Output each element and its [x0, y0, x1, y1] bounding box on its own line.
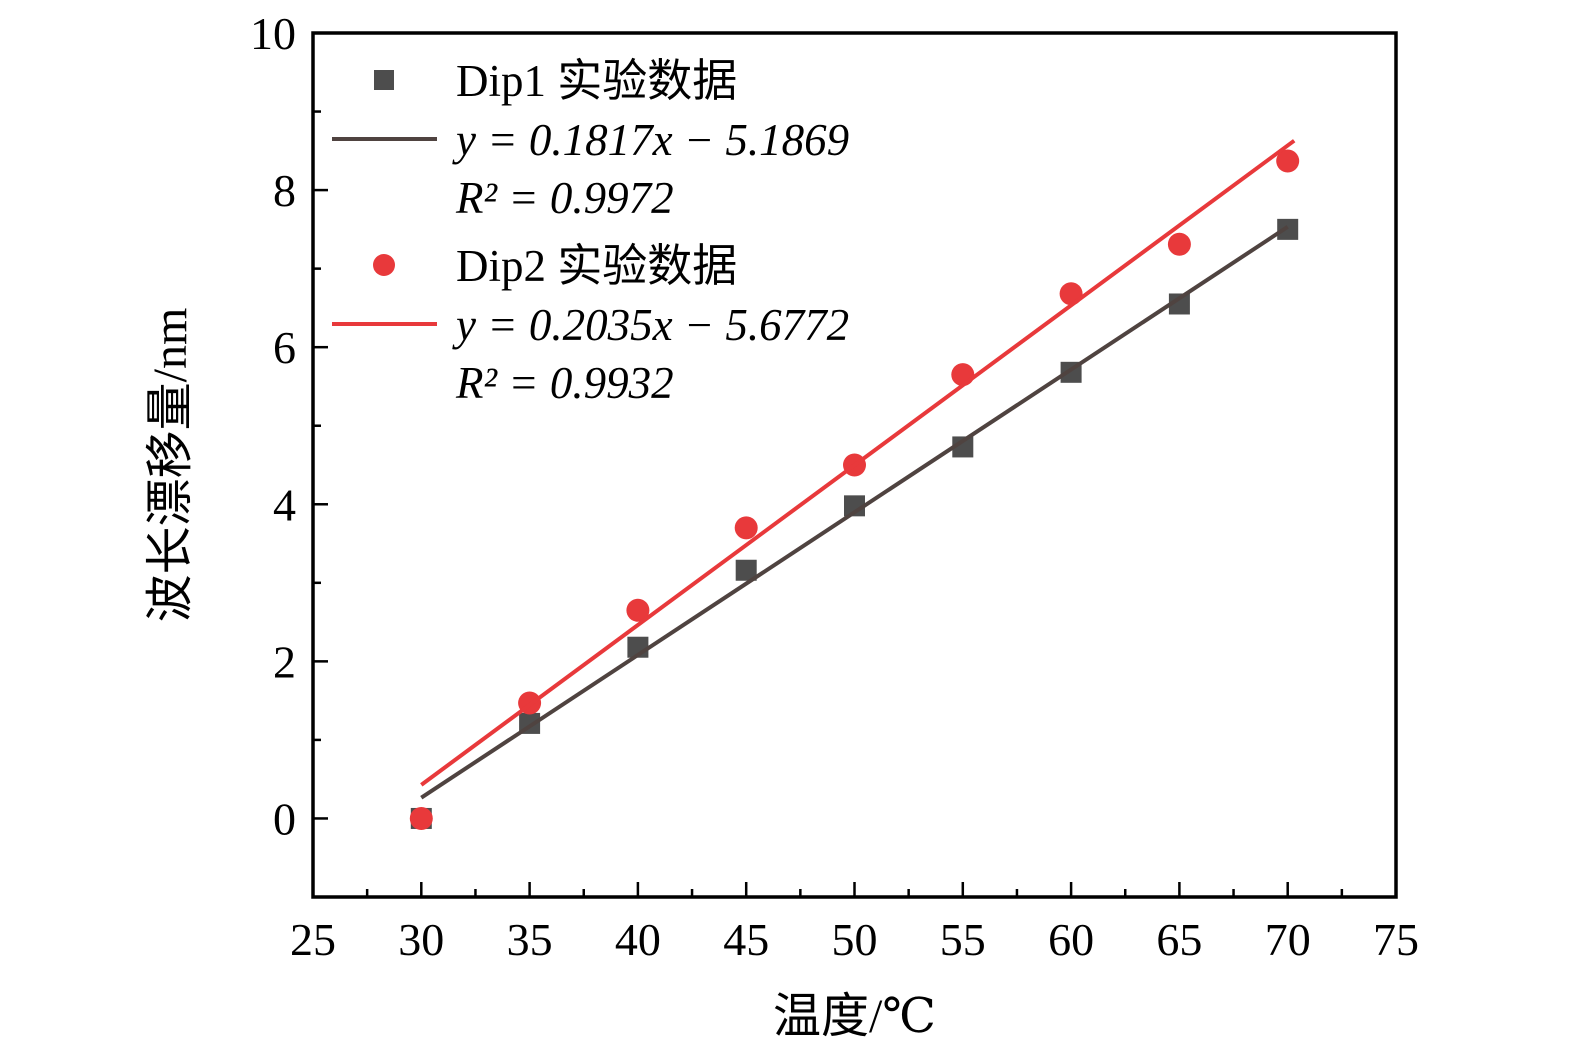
dip2-fit-line: [420, 139, 1296, 787]
legend-label: Dip1 实验数据: [456, 56, 737, 106]
y-axis-tick-label: 2: [273, 636, 296, 687]
dip2-point: [626, 598, 650, 622]
dip1-fit-line: [420, 225, 1289, 800]
y-axis-title: 波长漂移量/nm: [144, 308, 197, 623]
legend-square-marker: [374, 70, 394, 90]
x-axis-title: 温度/℃: [773, 990, 936, 1043]
dip1-point: [1277, 218, 1299, 240]
dip2-point: [1276, 149, 1300, 173]
x-axis-tick-label: 70: [1265, 914, 1311, 965]
y-axis-tick-label: 6: [273, 322, 296, 373]
legend-label: Dip2 实验数据: [456, 241, 737, 291]
x-axis-tick-label: 45: [723, 914, 769, 965]
x-axis-tick-label: 50: [832, 914, 878, 965]
x-axis-tick-label: 35: [507, 914, 553, 965]
y-axis-tick-label: 10: [250, 8, 296, 59]
dip2-point: [734, 516, 758, 540]
dip1-point: [952, 436, 974, 458]
legend-label: R² = 0.9932: [455, 358, 674, 408]
legend-label: y = 0.2035x − 5.6772: [452, 300, 849, 350]
y-axis-tick-label: 0: [273, 793, 296, 844]
dip2-point: [951, 363, 975, 387]
x-axis-tick-label: 60: [1048, 914, 1094, 965]
y-axis-tick-label: 4: [273, 479, 296, 530]
x-axis-tick-label: 40: [615, 914, 661, 965]
y-axis-tick-label: 8: [273, 165, 296, 216]
x-axis-tick-label: 30: [398, 914, 444, 965]
legend-label: y = 0.1817x − 5.1869: [452, 115, 849, 165]
dip2-point: [1167, 232, 1191, 256]
x-axis-tick-label: 55: [940, 914, 986, 965]
dip2-point: [409, 806, 433, 830]
x-axis-tick-label: 75: [1373, 914, 1419, 965]
dip1-point: [735, 559, 757, 581]
dip1-point: [1168, 293, 1190, 315]
legend-label: R² = 0.9972: [455, 173, 674, 223]
x-axis-tick-label: 65: [1156, 914, 1202, 965]
legend-circle-marker: [373, 254, 395, 276]
x-axis-tick-label: 25: [290, 914, 336, 965]
